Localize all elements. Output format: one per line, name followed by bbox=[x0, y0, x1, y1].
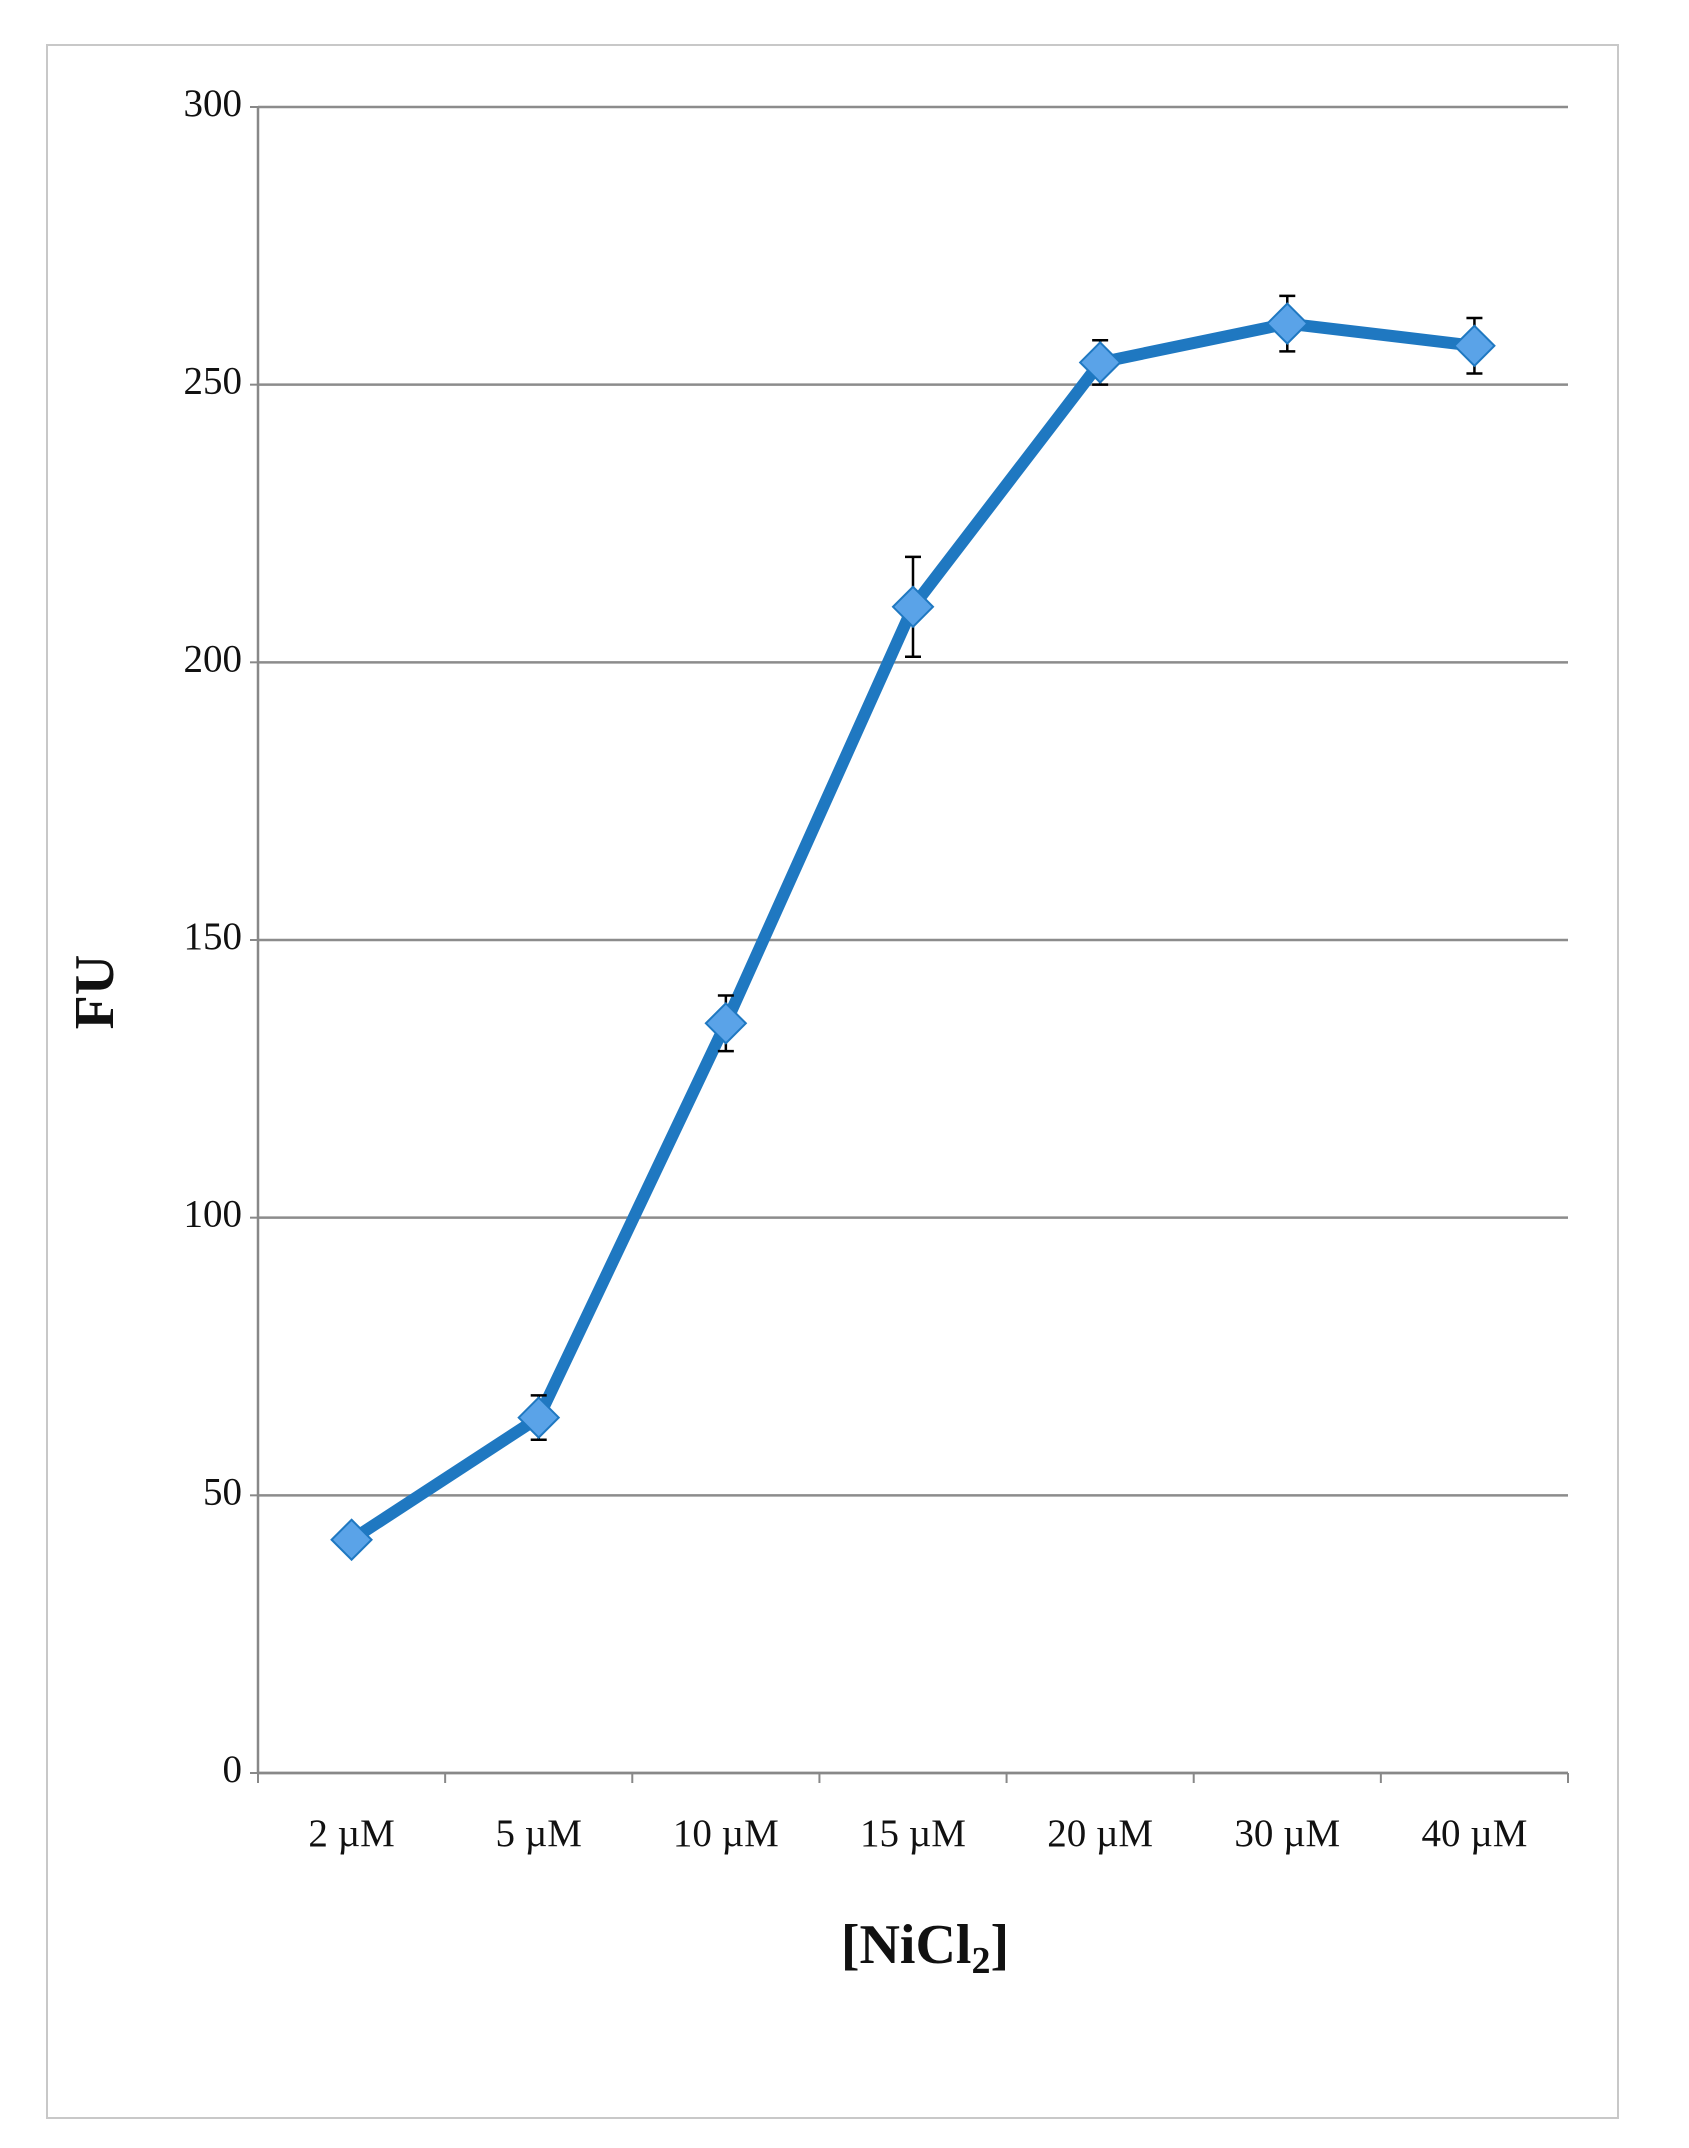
x-tick-label: 30 µM bbox=[1234, 1812, 1340, 1855]
x-tick-label: 10 µM bbox=[673, 1812, 779, 1855]
marker bbox=[330, 1518, 373, 1562]
marker bbox=[1078, 341, 1122, 384]
marker bbox=[1453, 324, 1496, 368]
x-tick-label: 40 µM bbox=[1421, 1812, 1527, 1855]
x-axis-label-main: [NiCl bbox=[841, 1914, 972, 1976]
x-tick-label: 2 µM bbox=[308, 1812, 394, 1855]
marker bbox=[704, 1001, 748, 1045]
y-tick-label: 200 bbox=[184, 637, 243, 680]
marker bbox=[1265, 302, 1309, 345]
y-tick-label: 250 bbox=[184, 360, 243, 403]
x-tick-label: 20 µM bbox=[1047, 1812, 1153, 1855]
marker bbox=[517, 1396, 561, 1440]
y-tick-label: 50 bbox=[203, 1470, 242, 1513]
y-tick-label: 100 bbox=[184, 1193, 243, 1236]
y-tick-label: 300 bbox=[184, 82, 243, 125]
x-tick-label: 5 µM bbox=[496, 1812, 582, 1855]
x-axis-label-end: ] bbox=[991, 1914, 1010, 1976]
y-axis-label: FU bbox=[64, 955, 126, 1030]
x-tick-label: 15 µM bbox=[860, 1812, 966, 1855]
chart-frame bbox=[46, 44, 1619, 2119]
x-axis-label-subscript: 2 bbox=[972, 1940, 991, 1982]
marker bbox=[891, 585, 935, 629]
y-tick-label: 0 bbox=[223, 1748, 243, 1791]
y-tick-label: 150 bbox=[184, 915, 243, 958]
x-axis-label: [NiCl2] bbox=[841, 1914, 1009, 1982]
